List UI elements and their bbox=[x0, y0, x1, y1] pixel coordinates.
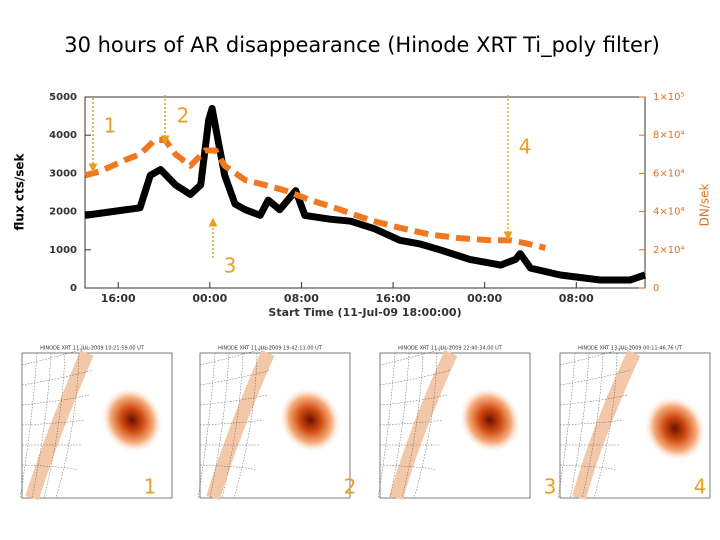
solar-image: HINODE XRT 13-JUL-2009 00:11:46.76 UT 4 bbox=[557, 344, 711, 500]
limb bbox=[389, 350, 458, 500]
y2-tick-label: 0 bbox=[653, 283, 659, 294]
x-tick-label: 08:00 bbox=[559, 292, 594, 305]
grid-curve bbox=[21, 344, 98, 366]
grid-curve bbox=[389, 352, 410, 499]
image-header: HINODE XRT 11-JUL-2009 22:40:34.00 UT bbox=[398, 346, 503, 352]
y-tick-label: 3000 bbox=[49, 168, 77, 179]
y-tick-label: 5000 bbox=[49, 92, 77, 103]
y-tick-label: 1000 bbox=[49, 245, 77, 256]
grid-curve bbox=[413, 352, 438, 499]
grid-curve bbox=[21, 369, 94, 386]
y-tick-label: 0 bbox=[70, 283, 77, 294]
x-tick-label: 16:00 bbox=[376, 292, 411, 305]
grid-curve bbox=[199, 344, 276, 366]
solar-image: HINODE XRT 11-JUL-2009 19:42:11.00 UT 2 bbox=[197, 344, 357, 501]
active-region bbox=[278, 386, 342, 454]
x-tick-label: 00:00 bbox=[192, 292, 227, 305]
grid-curve bbox=[199, 394, 268, 406]
annotation: 2 bbox=[177, 104, 190, 128]
grid-curve bbox=[559, 344, 636, 366]
grid-curve bbox=[43, 352, 66, 499]
limb bbox=[206, 350, 275, 501]
grid-curve bbox=[199, 369, 272, 386]
active-region bbox=[643, 395, 707, 462]
image-label: 2 bbox=[344, 475, 357, 499]
grid-curve bbox=[379, 394, 448, 406]
grid-curve bbox=[401, 352, 424, 499]
grid-curve bbox=[581, 352, 604, 499]
x-tick-label: 16:00 bbox=[101, 292, 136, 305]
image-header: HINODE XRT 13-JUL-2009 00:11:46.76 UT bbox=[578, 346, 683, 352]
y2-tick-label: 8×10⁴ bbox=[653, 130, 684, 141]
y2-tick-label: 1×10⁵ bbox=[653, 92, 684, 103]
y-axis-title: flux cts/sek bbox=[13, 152, 27, 230]
grid-curve bbox=[19, 352, 38, 499]
grid-curve bbox=[221, 352, 244, 499]
image-header: HINODE XRT 11-JUL-2009 19:42:11.00 UT bbox=[218, 346, 323, 352]
y-tick-label: 2000 bbox=[49, 207, 77, 218]
grid-curve bbox=[593, 352, 618, 499]
image-label: 4 bbox=[694, 475, 707, 499]
x-tick-label: 00:00 bbox=[467, 292, 502, 305]
x-axis-title: Start Time (11-Jul-09 18:00:00) bbox=[268, 306, 461, 319]
grid-curve bbox=[559, 369, 632, 386]
image-label: 1 bbox=[144, 475, 157, 499]
annotation: 1 bbox=[104, 114, 117, 138]
series-line bbox=[84, 137, 547, 251]
grid-curve bbox=[199, 419, 264, 426]
grid-curve bbox=[379, 344, 456, 366]
grid-curve bbox=[21, 419, 86, 426]
active-region bbox=[100, 386, 164, 454]
series-line bbox=[84, 105, 647, 284]
y2-axis-title: DN/sek bbox=[698, 184, 712, 227]
grid-curve bbox=[197, 352, 216, 499]
grid-curve bbox=[377, 352, 396, 499]
limb bbox=[25, 350, 94, 501]
grid-curve bbox=[559, 419, 624, 426]
y2-tick-label: 2×10⁴ bbox=[653, 245, 684, 256]
y2-tick-label: 6×10⁴ bbox=[653, 168, 684, 179]
annotation: 4 bbox=[519, 135, 532, 159]
solar-image: HINODE XRT 11-JUL-2009 10:21:59.00 UT 1 bbox=[19, 344, 173, 501]
image-label: 3 bbox=[544, 475, 557, 499]
annotation: 3 bbox=[224, 254, 237, 278]
grid-curve bbox=[379, 419, 444, 426]
grid-curve bbox=[21, 394, 90, 406]
grid-curve bbox=[559, 394, 628, 406]
active-region bbox=[458, 386, 522, 454]
y2-tick-label: 4×10⁴ bbox=[653, 207, 684, 218]
grid-curve bbox=[209, 352, 230, 499]
plot-frame bbox=[84, 96, 646, 289]
y-tick-label: 4000 bbox=[49, 130, 77, 141]
grid-curve bbox=[557, 352, 576, 499]
grid-curve bbox=[379, 369, 452, 386]
slide-title: 30 hours of AR disappearance (Hinode XRT… bbox=[64, 33, 660, 58]
x-tick-label: 08:00 bbox=[284, 292, 319, 305]
grid-curve bbox=[233, 352, 258, 499]
solar-image: HINODE XRT 11-JUL-2009 22:40:34.00 UT 3 bbox=[377, 344, 557, 500]
image-header: HINODE XRT 11-JUL-2009 10:21:59.00 UT bbox=[40, 346, 145, 352]
grid-curve bbox=[31, 352, 52, 499]
grid-curve bbox=[55, 352, 80, 499]
grid-curve bbox=[569, 352, 590, 499]
